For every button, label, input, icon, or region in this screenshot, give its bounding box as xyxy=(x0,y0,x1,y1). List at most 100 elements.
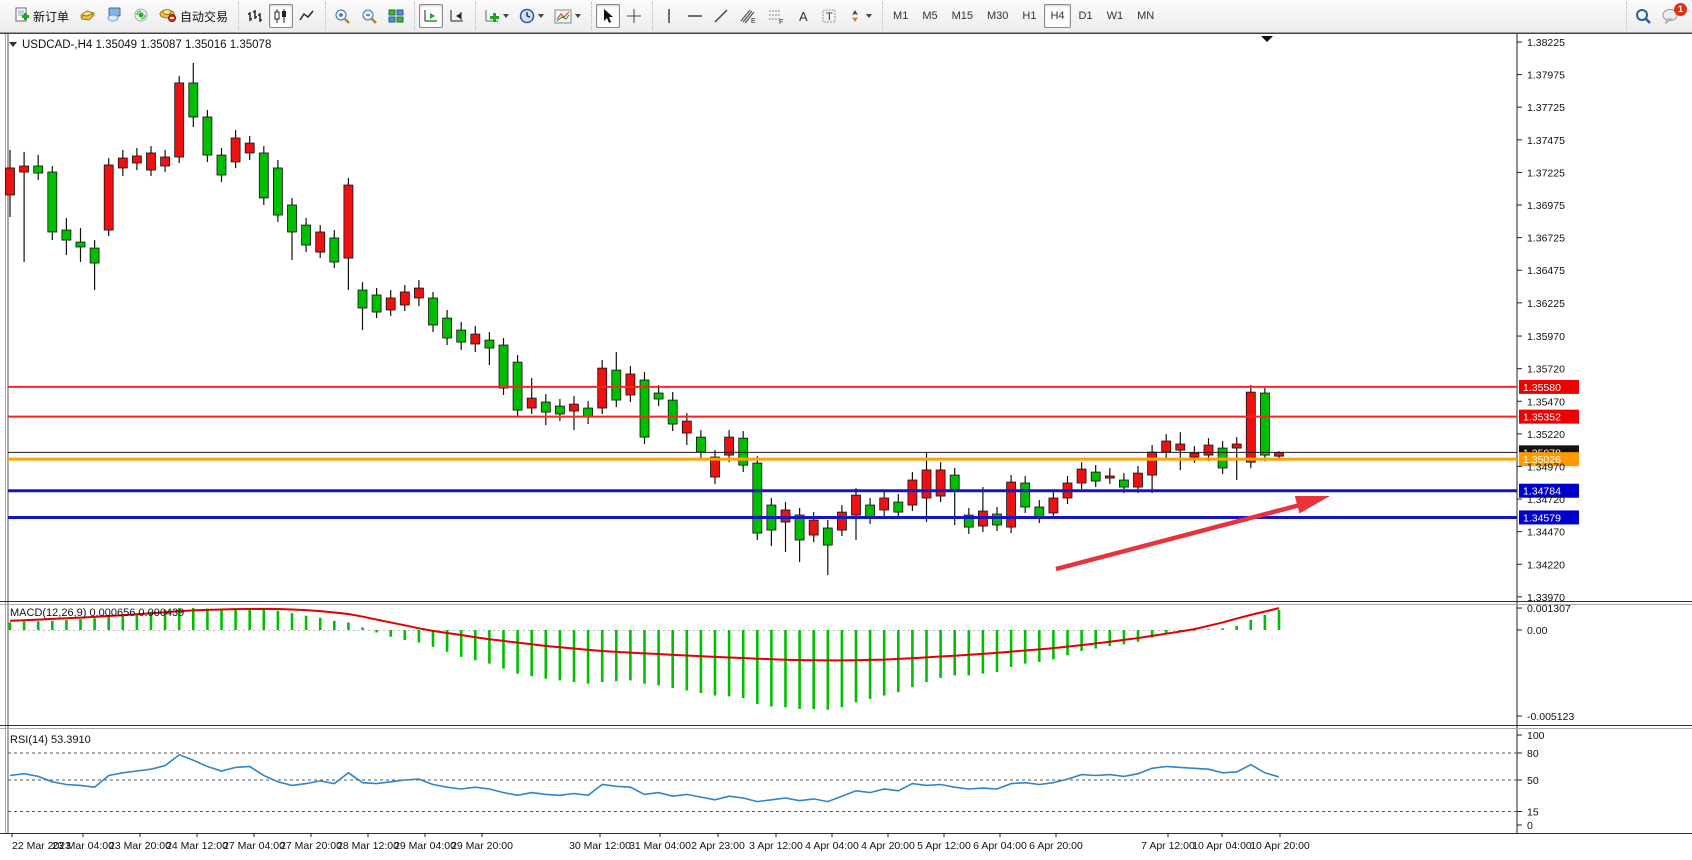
time-label: 28 Mar 12:00 xyxy=(337,840,399,852)
candle xyxy=(1203,444,1214,456)
time-label: 30 Mar 12:00 xyxy=(569,840,631,852)
time-label: 23 Mar 20:00 xyxy=(109,840,171,852)
trend-arrow-line[interactable] xyxy=(1055,502,1301,572)
candle xyxy=(1090,471,1101,482)
arrows-tool-icon xyxy=(852,10,859,22)
market-watch-button[interactable] xyxy=(75,4,100,28)
cursor-button[interactable] xyxy=(596,4,621,28)
timeframe-button-m15[interactable]: M15 xyxy=(951,10,973,22)
candle xyxy=(992,513,1002,526)
timeframe-button-h1[interactable]: H1 xyxy=(1022,10,1037,22)
notifications-button[interactable]: 1 xyxy=(1658,3,1687,28)
search-icon xyxy=(1636,8,1651,24)
macd-layer xyxy=(8,607,1281,710)
text-icon: A xyxy=(799,9,808,24)
new-order-button[interactable]: 新订单 xyxy=(10,4,73,28)
timeframe-button-m5[interactable]: M5 xyxy=(922,10,938,22)
candle xyxy=(470,333,481,345)
search-button[interactable] xyxy=(1631,4,1656,28)
horizontal-lines-layer[interactable]: 1.355801.353521.350781.350261.347841.345… xyxy=(8,379,1579,525)
timeframe-button-mn[interactable]: MN xyxy=(1137,10,1155,22)
timeframe-button-m1[interactable]: M1 xyxy=(893,10,909,22)
arrows-tool-button[interactable] xyxy=(843,4,876,28)
indicators-dropdown-arrow[interactable] xyxy=(503,14,510,18)
candle xyxy=(244,142,255,154)
zoom-in-icon xyxy=(335,9,350,24)
bar-chart-button[interactable] xyxy=(243,4,267,28)
zoom-out-button[interactable] xyxy=(357,4,382,28)
auto-scroll-button[interactable] xyxy=(419,4,444,28)
templates-dropdown-arrow[interactable] xyxy=(575,14,582,18)
tile-windows-button[interactable] xyxy=(384,4,408,28)
candle xyxy=(75,241,86,248)
auto-trading-label: 自动交易 xyxy=(180,9,229,24)
price-tick-label: 1.37975 xyxy=(1527,70,1565,82)
trendline-button[interactable] xyxy=(709,4,733,28)
periods-button[interactable] xyxy=(515,4,548,28)
candle xyxy=(258,152,269,199)
arrows-dropdown-arrow[interactable] xyxy=(866,14,873,18)
candle xyxy=(724,436,734,456)
candle xyxy=(1161,440,1172,453)
templates-icon xyxy=(554,9,572,23)
hline-price-tag-text: 1.35352 xyxy=(1523,412,1561,424)
candle xyxy=(639,379,650,438)
trend-arrow-object[interactable] xyxy=(1055,496,1330,572)
price-chart[interactable]: 1.355801.353521.350781.350261.347841.345… xyxy=(0,33,1692,855)
signals-button[interactable] xyxy=(129,4,153,28)
candle xyxy=(710,456,720,478)
fibonacci-button[interactable]: F xyxy=(763,4,789,28)
rsi-tick-label: 0 xyxy=(1527,820,1533,832)
terminal-icon xyxy=(106,7,123,25)
time-label: 3 Apr 12:00 xyxy=(749,840,803,852)
text-button[interactable]: A xyxy=(791,4,815,28)
crosshair-button[interactable] xyxy=(622,4,646,28)
rsi-line xyxy=(9,753,1280,803)
zoom-in-button[interactable] xyxy=(330,4,355,28)
indicators-button[interactable] xyxy=(480,4,513,28)
candle xyxy=(230,137,241,163)
horizontal-line-button[interactable] xyxy=(683,4,707,28)
timeframe-button-d1[interactable]: D1 xyxy=(1078,10,1093,22)
price-axis[interactable]: 1.38225 1.37975 1.37725 1.37475 1.37225 1.369… xyxy=(1517,37,1574,832)
svg-text:F: F xyxy=(779,19,783,24)
candle xyxy=(442,317,453,339)
auto-trading-button[interactable]: 自动交易 xyxy=(155,4,232,28)
price-tick-label: 1.35970 xyxy=(1527,331,1565,343)
price-tick-label: 1.36725 xyxy=(1527,233,1565,245)
candle xyxy=(1104,475,1115,479)
tile-windows-icon xyxy=(388,9,404,23)
symbol-dropdown-icon[interactable] xyxy=(9,42,17,47)
candle xyxy=(1260,392,1270,456)
periods-dropdown-arrow[interactable] xyxy=(538,14,545,18)
timeframe-button-w1[interactable]: W1 xyxy=(1106,10,1124,22)
cursor-group xyxy=(591,2,650,30)
vertical-line-button[interactable] xyxy=(657,4,681,28)
rsi-tick-label: 100 xyxy=(1527,730,1545,742)
candle xyxy=(1175,443,1186,451)
terminal-button[interactable] xyxy=(102,4,127,28)
scroll-group xyxy=(414,2,473,30)
time-label: 7 Apr 12:00 xyxy=(1141,840,1195,852)
timeframe-button-h4[interactable]: H4 xyxy=(1044,4,1071,28)
candle xyxy=(61,229,72,241)
timeframe-button-m30[interactable]: M30 xyxy=(987,10,1009,22)
candle xyxy=(681,420,692,434)
candle xyxy=(752,462,763,534)
hline-price-tag xyxy=(1519,483,1579,498)
line-chart-button[interactable] xyxy=(295,4,319,28)
chart-shift-button[interactable] xyxy=(445,4,469,28)
text-label-button[interactable]: T xyxy=(817,4,841,28)
new-order-label: 新订单 xyxy=(33,9,70,24)
candlestick-chart-button[interactable] xyxy=(269,4,294,28)
candle xyxy=(822,527,833,546)
rsi-label: RSI(14) 53.3910 xyxy=(10,734,91,746)
trend-arrow-head[interactable] xyxy=(1294,496,1330,514)
market-watch-icon xyxy=(79,7,96,25)
equidistant-channel-button[interactable]: E xyxy=(735,4,761,28)
price-tick-label: 1.35720 xyxy=(1527,364,1565,376)
templates-button[interactable] xyxy=(550,4,585,28)
candle xyxy=(174,82,185,158)
candle xyxy=(385,297,396,311)
